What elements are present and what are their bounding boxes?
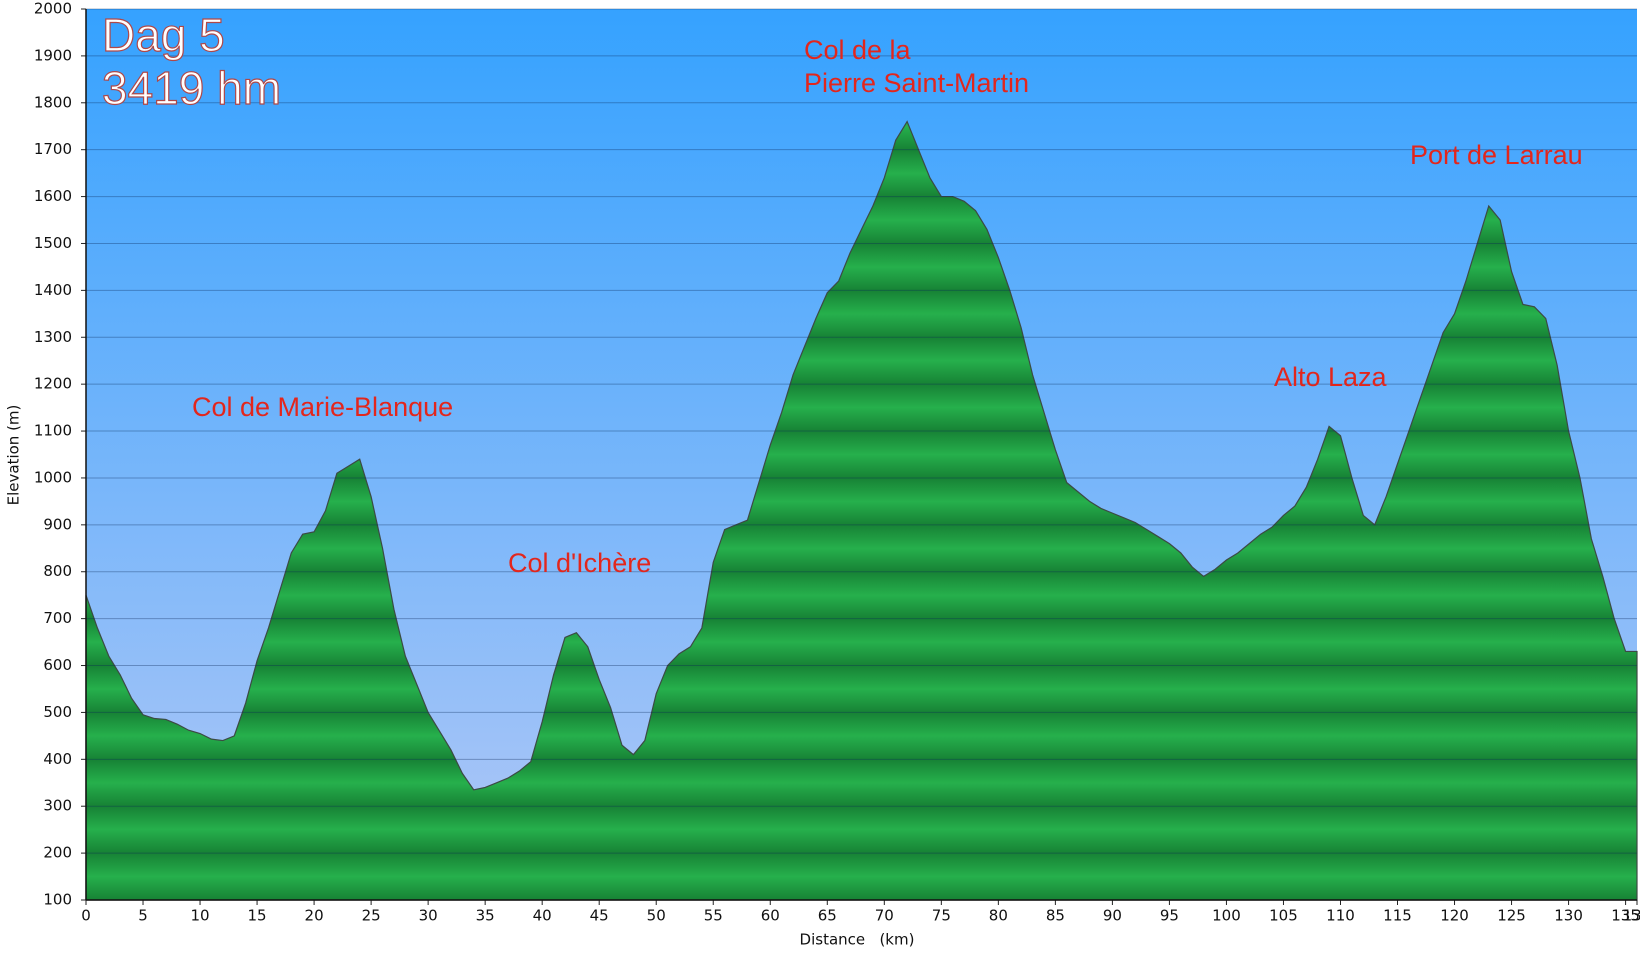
x-tick-label: 60 bbox=[761, 907, 780, 925]
y-tick-label: 1800 bbox=[34, 93, 72, 111]
x-tick-label: 30 bbox=[419, 907, 438, 925]
x-tick-label: 136 bbox=[1623, 907, 1640, 925]
x-tick-label: 125 bbox=[1497, 907, 1526, 925]
chart-title: Dag 5 bbox=[102, 9, 225, 61]
x-tick-label: 70 bbox=[875, 907, 894, 925]
y-tick-label: 1200 bbox=[34, 375, 72, 393]
y-tick-label: 1600 bbox=[34, 187, 72, 205]
x-tick-label: 40 bbox=[533, 907, 552, 925]
y-tick-label: 700 bbox=[43, 609, 72, 627]
x-tick-label: 25 bbox=[362, 907, 381, 925]
x-tick-label: 65 bbox=[818, 907, 837, 925]
x-tick-label: 50 bbox=[647, 907, 666, 925]
y-tick-label: 1000 bbox=[34, 468, 72, 486]
peak-label: Col d'Ichère bbox=[508, 548, 651, 578]
y-tick-label: 1900 bbox=[34, 46, 72, 64]
x-tick-label: 130 bbox=[1554, 907, 1583, 925]
y-tick-label: 200 bbox=[43, 844, 72, 862]
y-tick-label: 1500 bbox=[34, 234, 72, 252]
y-tick-label: 800 bbox=[43, 562, 72, 580]
x-tick-label: 110 bbox=[1326, 907, 1355, 925]
peak-label: Alto Laza bbox=[1274, 362, 1388, 392]
x-tick-label: 115 bbox=[1383, 907, 1412, 925]
x-tick-label: 85 bbox=[1046, 907, 1065, 925]
x-tick-label: 100 bbox=[1212, 907, 1241, 925]
y-tick-label: 1300 bbox=[34, 328, 72, 346]
y-tick-label: 300 bbox=[43, 797, 72, 815]
y-tick-label: 1400 bbox=[34, 281, 72, 299]
x-tick-label: 90 bbox=[1103, 907, 1122, 925]
peak-label: Col de Marie-Blanque bbox=[192, 392, 453, 422]
y-tick-label: 400 bbox=[43, 750, 72, 768]
y-tick-label: 600 bbox=[43, 656, 72, 674]
x-tick-label: 80 bbox=[989, 907, 1008, 925]
x-tick-label: 55 bbox=[704, 907, 723, 925]
y-tick-label: 500 bbox=[43, 703, 72, 721]
y-tick-label: 900 bbox=[43, 515, 72, 533]
x-tick-label: 0 bbox=[81, 907, 91, 925]
peak-label: Port de Larrau bbox=[1410, 140, 1583, 170]
x-tick-label: 15 bbox=[248, 907, 267, 925]
elevation-area bbox=[85, 120, 1638, 901]
y-tick-label: 2000 bbox=[34, 0, 72, 18]
y-axis-label: Elevation (m) bbox=[5, 405, 23, 506]
x-tick-label: 120 bbox=[1440, 907, 1469, 925]
x-tick-label: 135 bbox=[1611, 907, 1640, 925]
x-tick-label: 45 bbox=[590, 907, 609, 925]
x-tick-label: 75 bbox=[932, 907, 951, 925]
x-tick-label: 5 bbox=[138, 907, 148, 925]
x-axis-label: Distance (km) bbox=[800, 931, 915, 949]
chart-subtitle: 3419 hm bbox=[102, 62, 281, 114]
x-tick-label: 10 bbox=[190, 907, 209, 925]
y-tick-label: 1100 bbox=[34, 422, 72, 440]
peak-label: Col de la bbox=[804, 35, 912, 65]
y-tick-label: 1700 bbox=[34, 140, 72, 158]
x-tick-label: 20 bbox=[305, 907, 324, 925]
peak-label: Pierre Saint-Martin bbox=[804, 68, 1029, 98]
y-tick-label: 100 bbox=[43, 891, 72, 909]
x-tick-label: 35 bbox=[476, 907, 495, 925]
x-tick-label: 105 bbox=[1269, 907, 1298, 925]
x-tick-label: 95 bbox=[1160, 907, 1179, 925]
